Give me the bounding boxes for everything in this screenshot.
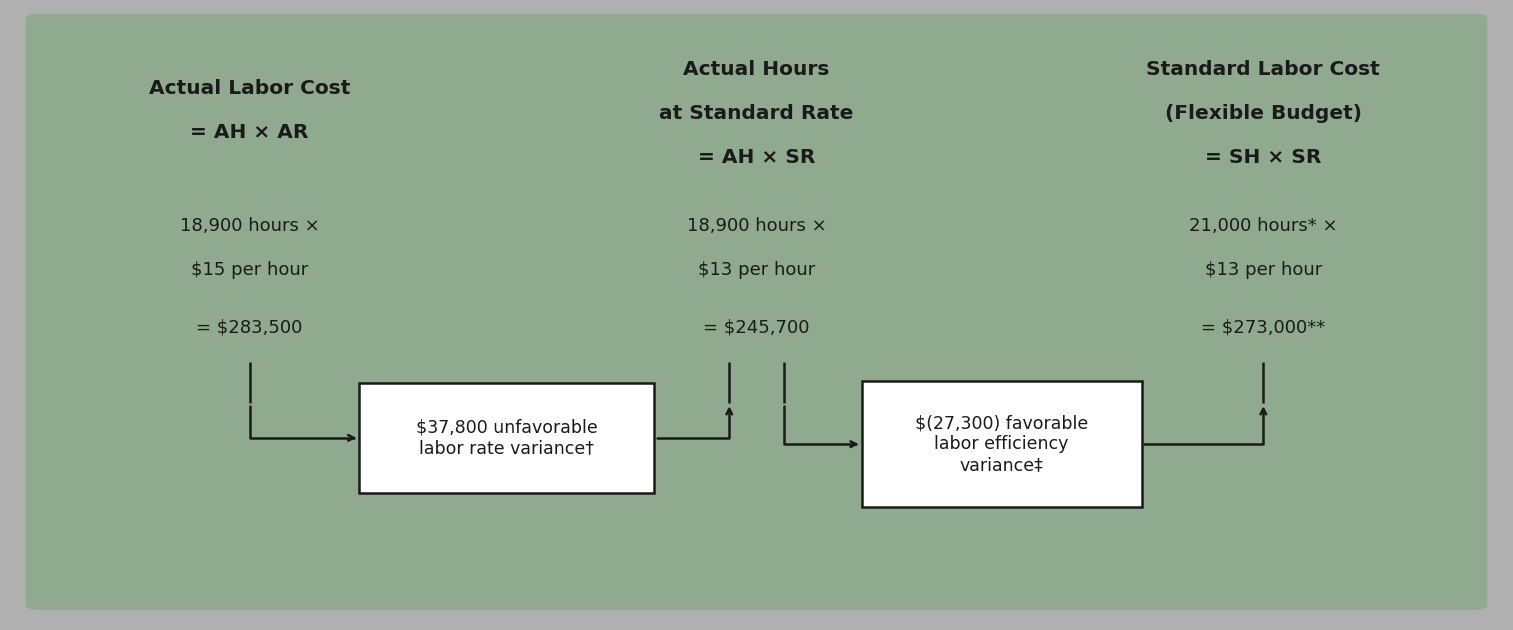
Text: Actual Hours: Actual Hours — [684, 60, 829, 79]
Text: = $283,500: = $283,500 — [197, 318, 303, 336]
Text: 18,900 hours ×: 18,900 hours × — [687, 217, 826, 236]
Text: = AH × SR: = AH × SR — [697, 148, 816, 167]
Text: at Standard Rate: at Standard Rate — [660, 104, 853, 123]
Text: = SH × SR: = SH × SR — [1206, 148, 1321, 167]
Text: (Flexible Budget): (Flexible Budget) — [1165, 104, 1362, 123]
Text: $13 per hour: $13 per hour — [697, 261, 816, 280]
Text: 18,900 hours ×: 18,900 hours × — [180, 217, 319, 236]
Text: $13 per hour: $13 per hour — [1204, 261, 1322, 280]
Text: Actual Labor Cost: Actual Labor Cost — [148, 79, 351, 98]
Text: = $245,700: = $245,700 — [704, 318, 809, 336]
Bar — [862, 381, 1141, 507]
Text: Standard Labor Cost: Standard Labor Cost — [1147, 60, 1380, 79]
Text: $(27,300) favorable
labor efficiency
variance‡: $(27,300) favorable labor efficiency var… — [915, 415, 1088, 474]
Text: $15 per hour: $15 per hour — [191, 261, 309, 280]
Text: $37,800 unfavorable
labor rate variance†: $37,800 unfavorable labor rate variance† — [416, 418, 598, 457]
Text: 21,000 hours* ×: 21,000 hours* × — [1189, 217, 1337, 236]
Bar — [360, 383, 654, 493]
Text: = AH × AR: = AH × AR — [191, 123, 309, 142]
Text: = $273,000**: = $273,000** — [1201, 318, 1325, 336]
